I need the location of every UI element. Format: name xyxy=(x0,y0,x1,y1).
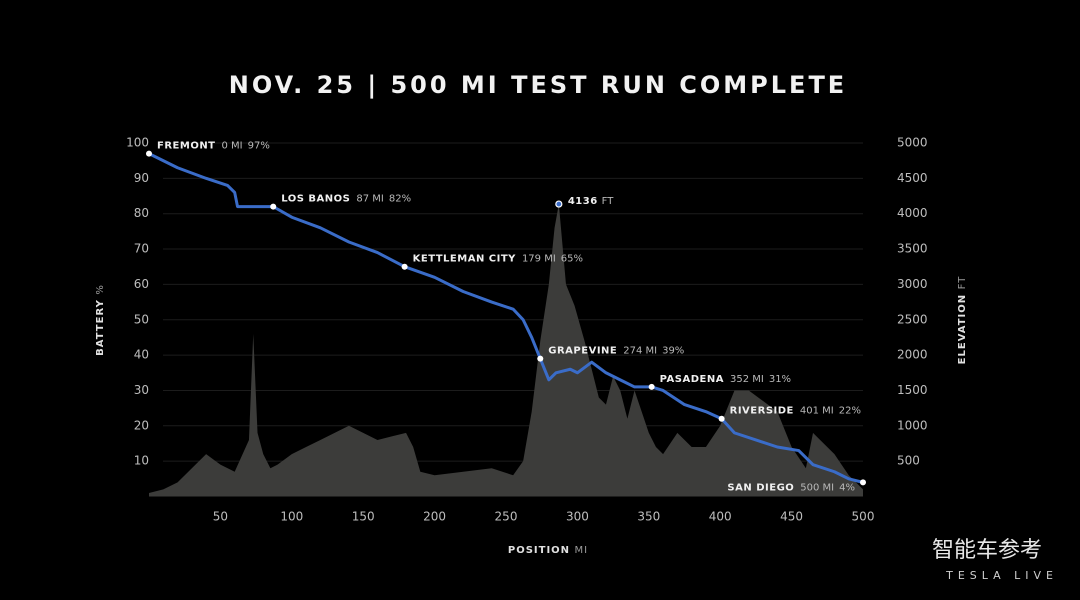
x-tick-label: 400 xyxy=(709,510,732,524)
stop-battery: 82% xyxy=(389,194,411,205)
stop-distance: 87 MI xyxy=(356,194,383,205)
stop-name: GRAPEVINE xyxy=(548,346,617,357)
peak-unit: FT xyxy=(602,196,615,207)
stop-battery: 39% xyxy=(662,346,684,357)
y-tick-label: 30 xyxy=(134,383,149,397)
plot-area: 1020304050607080901005001000150020002500… xyxy=(126,136,927,524)
stop-dot xyxy=(860,479,866,486)
stop-label: GRAPEVINE 274 MI 39% xyxy=(548,346,684,357)
stop-name: RIVERSIDE xyxy=(730,406,794,417)
x-tick-label: 150 xyxy=(352,510,375,524)
y2-tick-label: 2500 xyxy=(897,312,928,326)
x-tick-label: 50 xyxy=(213,510,228,524)
stop-label: KETTLEMAN CITY 179 MI 65% xyxy=(413,254,583,265)
y-tick-label: 90 xyxy=(134,171,149,185)
peak-label: 4136 FT xyxy=(568,196,614,207)
stop-label: SAN DIEGO 500 MI 4% xyxy=(727,482,855,493)
stop-battery: 65% xyxy=(561,254,583,265)
y-axis-unit: % xyxy=(95,284,106,295)
stop-name: KETTLEMAN CITY xyxy=(413,254,517,265)
stop-distance: 352 MI xyxy=(730,374,764,385)
stop-distance: 0 MI xyxy=(222,141,243,152)
stop-dot xyxy=(146,150,152,157)
x-axis-title-text: POSITION xyxy=(508,545,570,556)
watermark: 智能车参考 xyxy=(932,538,1042,563)
y-tick-label: 80 xyxy=(134,206,149,220)
x-tick-label: 200 xyxy=(423,510,446,524)
y2-tick-label: 1000 xyxy=(897,418,928,432)
y2-tick-label: 1500 xyxy=(897,383,928,397)
stop-battery: 4% xyxy=(839,482,855,493)
y-tick-label: 100 xyxy=(126,136,149,150)
stop-distance: 500 MI xyxy=(800,482,834,493)
y2-axis-title: ELEVATION FT xyxy=(957,276,968,365)
y2-tick-label: 500 xyxy=(897,454,920,468)
stop-label: PASADENA 352 MI 31% xyxy=(660,374,791,385)
x-tick-label: 100 xyxy=(280,510,303,524)
stop-dot xyxy=(648,383,655,390)
y-tick-label: 40 xyxy=(134,348,149,362)
stop-label: RIVERSIDE 401 MI 22% xyxy=(730,406,861,417)
stop-dot xyxy=(537,355,544,362)
stop-dot xyxy=(270,203,277,210)
x-tick-label: 500 xyxy=(852,510,875,524)
y2-tick-label: 3500 xyxy=(897,242,928,256)
stop-dot xyxy=(401,263,408,270)
y-tick-label: 20 xyxy=(134,418,149,432)
stop-name: PASADENA xyxy=(660,374,724,385)
y-tick-label: 50 xyxy=(134,312,149,326)
y2-tick-label: 5000 xyxy=(897,136,928,150)
footer-brand: TESLA LIVE xyxy=(945,569,1058,582)
stop-label: LOS BANOS 87 MI 82% xyxy=(281,194,411,205)
stop-distance: 401 MI xyxy=(800,406,834,417)
stop-name: FREMONT xyxy=(157,141,216,152)
y-tick-label: 10 xyxy=(134,454,149,468)
y-tick-label: 70 xyxy=(134,242,149,256)
elevation-area xyxy=(149,204,863,497)
y-axis-title-text: BATTERY xyxy=(95,299,106,356)
y2-tick-label: 3000 xyxy=(897,277,928,291)
stop-name: SAN DIEGO xyxy=(727,482,794,493)
battery-line xyxy=(148,152,864,484)
y2-axis-title-text: ELEVATION xyxy=(957,294,968,364)
y2-tick-label: 2000 xyxy=(897,348,928,362)
stop-dot xyxy=(718,415,725,422)
stop-distance: 274 MI xyxy=(623,346,657,357)
x-tick-label: 350 xyxy=(637,510,660,524)
y2-tick-label: 4500 xyxy=(897,171,928,185)
stop-battery: 22% xyxy=(839,406,861,417)
chart-title: NOV. 25 | 500 MI TEST RUN COMPLETE xyxy=(229,71,847,99)
peak-value: 4136 xyxy=(568,196,598,207)
stop-label: FREMONT 0 MI 97% xyxy=(157,141,270,152)
y-axis-title: BATTERY % xyxy=(95,284,106,356)
x-tick-label: 450 xyxy=(780,510,803,524)
stop-battery: 97% xyxy=(248,141,270,152)
peak-dot xyxy=(555,200,563,208)
x-tick-label: 300 xyxy=(566,510,589,524)
y2-axis-unit: FT xyxy=(957,276,968,290)
stop-distance: 179 MI xyxy=(522,254,556,265)
y2-tick-label: 4000 xyxy=(897,206,928,220)
x-axis-title: POSITION MI xyxy=(508,545,588,556)
y-tick-label: 60 xyxy=(134,277,149,291)
x-axis-unit: MI xyxy=(575,545,589,556)
stop-name: LOS BANOS xyxy=(281,194,350,205)
x-tick-label: 250 xyxy=(495,510,518,524)
stop-battery: 31% xyxy=(769,374,791,385)
